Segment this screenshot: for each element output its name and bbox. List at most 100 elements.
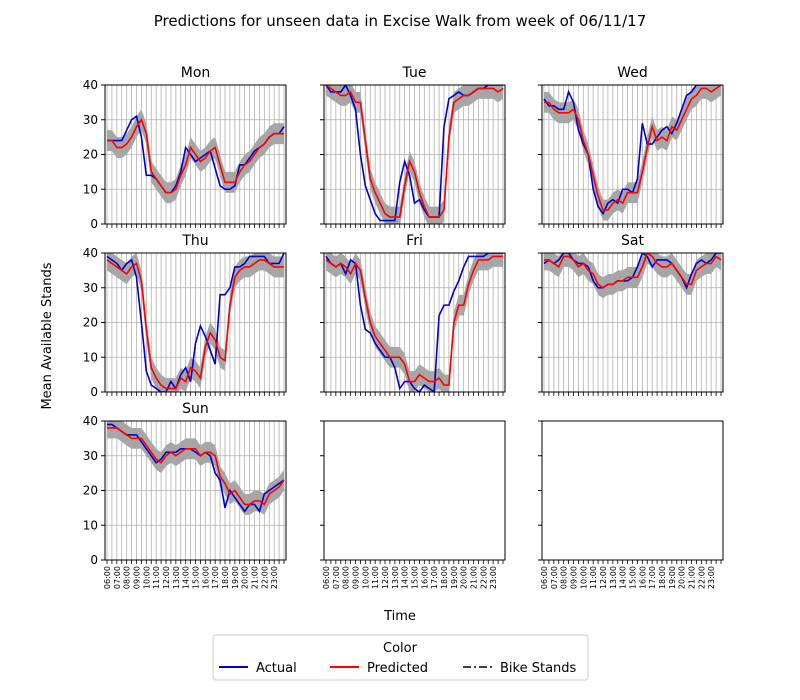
x-tick-label: 07:00 (113, 566, 122, 589)
x-tick-label: 06:00 (322, 566, 331, 589)
x-tick-label: 17:00 (211, 566, 220, 589)
x-tick-label: 12:00 (162, 566, 171, 589)
x-tick-label: 19:00 (231, 566, 240, 589)
x-tick-label: 15:00 (629, 566, 638, 589)
prediction-band (326, 85, 503, 224)
series-line-actual (107, 114, 285, 194)
x-tick-label: 07:00 (550, 566, 559, 589)
x-tick-label: 19:00 (668, 566, 677, 589)
x-tick-label: 22:00 (260, 566, 269, 589)
x-tick-label: 13:00 (609, 566, 618, 589)
y-tick-label: 10 (83, 518, 98, 532)
series-line-predicted (544, 253, 722, 289)
panel-title: Sat (621, 233, 644, 249)
x-tick-label: 13:00 (391, 566, 400, 589)
x-tick-label: 08:00 (123, 566, 132, 589)
x-tick-label: 23:00 (270, 566, 279, 589)
x-tick-label: 08:00 (560, 566, 569, 589)
panel-sun: Sun 0 10 20 30 40 06:00 07:00 08:00 09:00 10:00 11:… (83, 401, 287, 589)
y-tick-label: 20 (83, 148, 98, 162)
x-tick-label: 22:00 (697, 566, 706, 589)
series-line-predicted (325, 85, 504, 218)
legend-frame (212, 634, 589, 681)
x-tick-label: 16:00 (201, 566, 210, 589)
y-axis-label: Mean Available Stands (40, 262, 55, 409)
x-tick-label: 12:00 (599, 566, 608, 589)
chart-title: Predictions for unseen data in Excise Wa… (154, 12, 647, 30)
x-tick-label: 17:00 (430, 566, 439, 589)
x-tick-label: 10:00 (361, 566, 370, 589)
x-tick-label: 21:00 (470, 566, 479, 589)
x-tick-label: 14:00 (401, 566, 410, 589)
series-line-predicted (325, 255, 503, 386)
x-tick-label: 11:00 (371, 566, 380, 589)
x-tick-label: 16:00 (420, 566, 429, 589)
x-tick-label: 20:00 (241, 566, 250, 589)
y-tick-label: 30 (83, 281, 98, 295)
x-tick-label: 20:00 (460, 566, 469, 589)
series-line-predicted (106, 259, 284, 390)
x-tick-label: 18:00 (221, 566, 230, 589)
y-tick-label: 0 (90, 553, 98, 567)
x-tick-label: 15:00 (192, 566, 201, 589)
panel-title: Sun (182, 401, 209, 417)
legend-label-bike-stands: Bike Stands (500, 661, 577, 676)
x-tick-label: 09:00 (570, 566, 579, 589)
y-tick-label: 0 (90, 217, 98, 231)
panel-title: Tue (402, 65, 427, 81)
prediction-band (107, 109, 284, 204)
panel-sat: Sat (538, 233, 724, 396)
x-axis-label: Time (383, 609, 416, 624)
y-tick-label: 30 (83, 113, 98, 127)
legend: Color Actual Predicted Bike Stands (212, 634, 589, 681)
x-tick-label: 23:00 (489, 566, 498, 589)
x-tick-label: 20:00 (678, 566, 687, 589)
y-tick-label: 20 (83, 316, 98, 330)
panel-frame (541, 420, 724, 561)
panel-tue: Tue (320, 65, 506, 228)
y-tick-label: 40 (83, 246, 98, 260)
panel-grid: Mon 0 10 20 30 40 Tue Wed Thu 0 10 20 30 40 Fri Sat Sun 0… (83, 65, 724, 589)
series-line-actual (107, 423, 285, 514)
x-tick-label: 14:00 (182, 566, 191, 589)
prediction-band (107, 421, 284, 515)
panel-empty-8: 06:00 07:00 08:00 09:00 10:00 11:00 12:00 13:00… (538, 420, 724, 589)
panel-empty-7: 06:00 07:00 08:00 09:00 10:00 11:00 12:00 13:00… (320, 420, 506, 589)
legend-label-actual: Actual (256, 661, 297, 676)
x-tick-label: 19:00 (450, 566, 459, 589)
x-tick-label: 11:00 (152, 566, 161, 589)
y-tick-label: 10 (83, 182, 98, 196)
prediction-band (326, 253, 503, 392)
panel-thu: Thu 0 10 20 30 40 (83, 233, 287, 399)
series-line-actual (106, 253, 285, 392)
x-tick-label: 07:00 (332, 566, 341, 589)
legend-title: Color (383, 641, 418, 656)
series-line-predicted (107, 427, 285, 506)
x-tick-label: 21:00 (251, 566, 260, 589)
x-tick-label: 16:00 (638, 566, 647, 589)
x-tick-label: 09:00 (133, 566, 142, 589)
x-tick-label: 21:00 (688, 566, 697, 589)
y-tick-label: 10 (83, 350, 98, 364)
series-line-predicted (107, 118, 284, 194)
x-tick-label: 17:00 (648, 566, 657, 589)
y-tick-label: 20 (83, 484, 98, 498)
panel-frame (323, 420, 506, 561)
panel-title: Thu (181, 233, 208, 249)
x-tick-label: 10:00 (579, 566, 588, 589)
panel-title: Mon (181, 65, 211, 81)
prediction-band (107, 253, 284, 392)
panel-fri: Fri (320, 233, 506, 396)
x-tick-label: 18:00 (658, 566, 667, 589)
x-tick-label: 10:00 (142, 566, 151, 589)
x-tick-label: 23:00 (707, 566, 716, 589)
x-tick-label: 22:00 (479, 566, 488, 589)
y-tick-label: 40 (83, 78, 98, 92)
x-tick-label: 18:00 (440, 566, 449, 589)
x-tick-label: 15:00 (411, 566, 420, 589)
y-tick-label: 40 (83, 414, 98, 428)
x-tick-label: 13:00 (172, 566, 181, 589)
y-tick-label: 0 (90, 385, 98, 399)
legend-label-predicted: Predicted (367, 661, 428, 676)
